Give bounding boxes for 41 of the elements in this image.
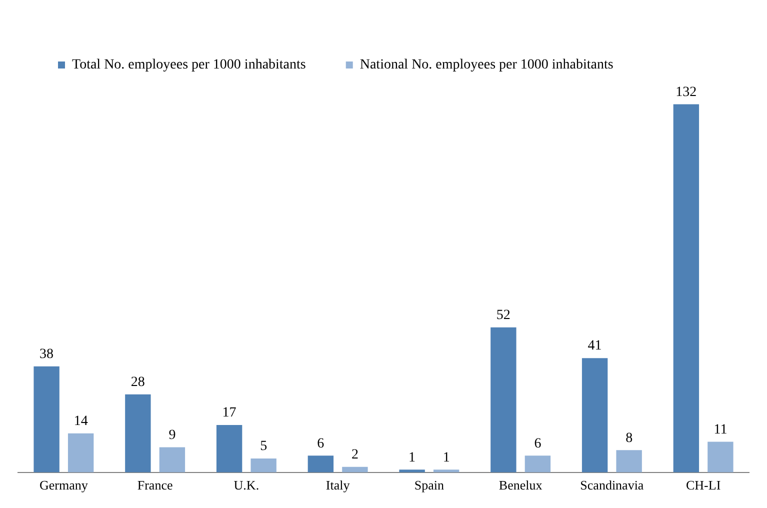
bar	[616, 450, 642, 472]
bar	[250, 458, 276, 472]
bar	[490, 327, 516, 472]
x-tick-label: France	[137, 478, 173, 493]
x-tick-label: Italy	[326, 478, 350, 493]
bar	[582, 358, 608, 472]
data-label: 2	[351, 447, 358, 462]
legend-label: Total No. employees per 1000 inhabitants	[72, 58, 306, 73]
data-label: 38	[40, 347, 54, 362]
bar	[524, 456, 551, 472]
x-tick-label: Benelux	[498, 478, 543, 493]
data-label: 52	[496, 308, 510, 324]
bar	[34, 366, 60, 472]
bar	[342, 466, 368, 472]
x-tick-label: Scandinavia	[580, 478, 644, 493]
bar	[68, 433, 94, 472]
data-label: 11	[714, 422, 728, 438]
data-label: 5	[260, 439, 268, 454]
data-label: 28	[130, 374, 145, 390]
data-label: 6	[534, 436, 542, 452]
x-tick-label: Germany	[40, 478, 88, 493]
bar	[673, 104, 700, 472]
data-label: 41	[588, 338, 602, 354]
bar	[216, 424, 242, 472]
bar	[308, 456, 334, 472]
data-label: 8	[626, 430, 633, 446]
data-label: 9	[168, 428, 176, 443]
legend-label: National No. employees per 1000 inhabitants	[360, 58, 614, 73]
data-label: 17	[222, 406, 236, 421]
data-label: 132	[676, 84, 697, 100]
x-tick-label: U.K.	[234, 478, 260, 493]
data-label: 1	[442, 450, 450, 466]
data-label: 14	[74, 414, 88, 430]
bar	[159, 447, 186, 472]
data-label: 6	[317, 436, 324, 452]
x-tick-label: CH-LI	[686, 478, 721, 493]
x-tick-label: Spain	[414, 478, 444, 493]
bar	[399, 470, 425, 472]
data-label: 1	[408, 450, 416, 466]
bar	[125, 394, 151, 472]
bar	[708, 442, 734, 472]
